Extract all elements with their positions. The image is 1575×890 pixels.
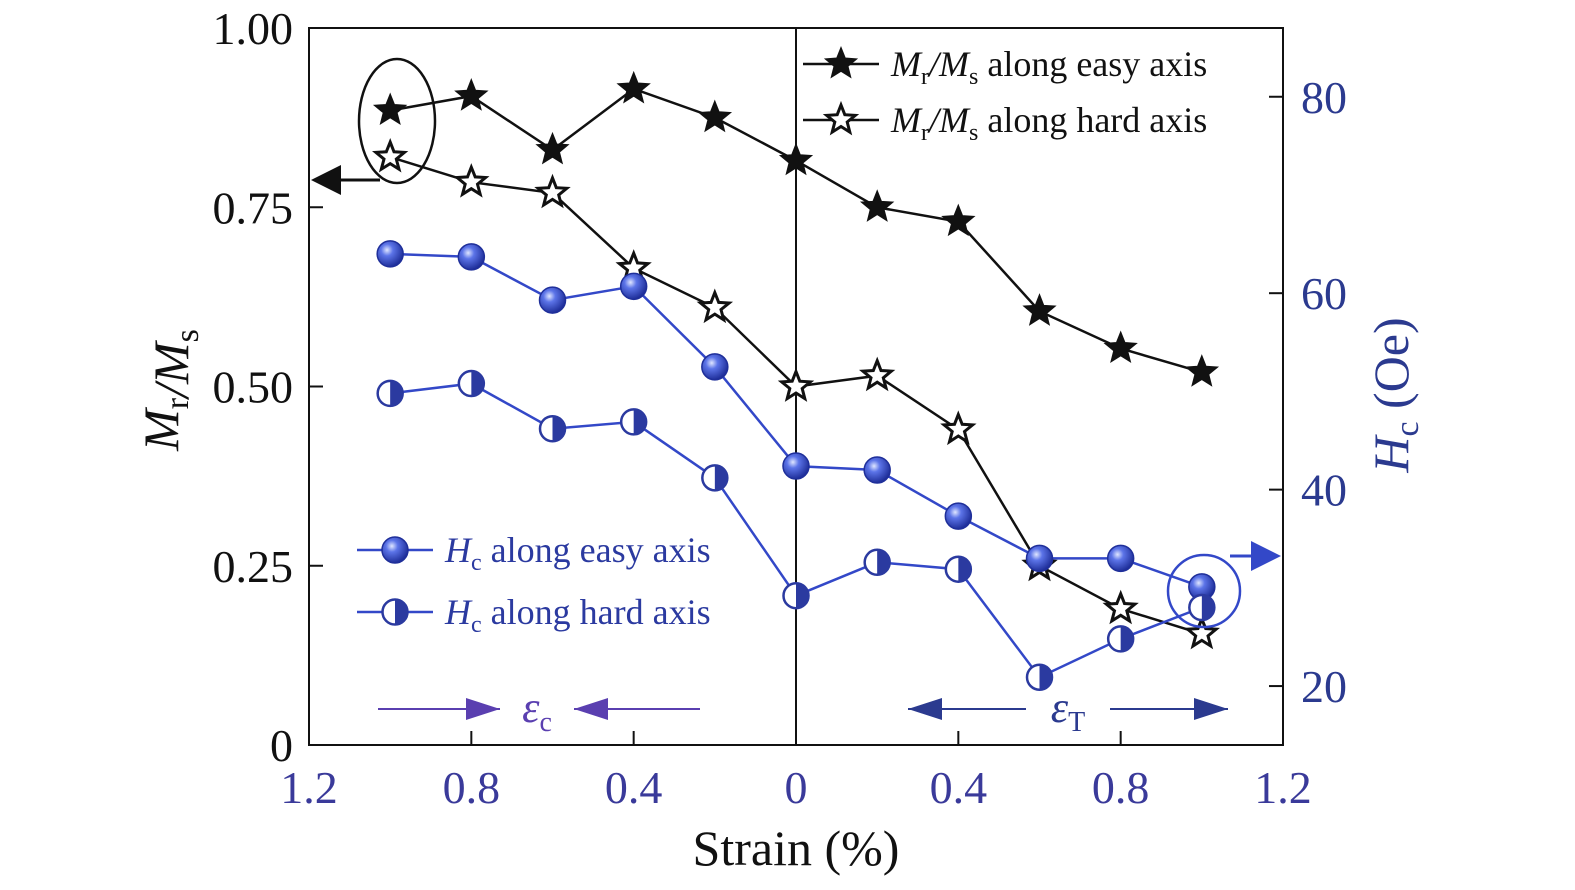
series-3-point (863, 456, 891, 484)
y-left-tick-label: 0.75 (213, 182, 294, 233)
series-1-point (372, 92, 408, 126)
y-right-axis-title: Hc (Oe) (1363, 317, 1426, 473)
series-3-point (701, 353, 729, 381)
right-series-circle (1166, 553, 1242, 629)
arrow-head (466, 698, 500, 720)
series-1-point (1022, 293, 1057, 326)
y-right-tick-label: 40 (1301, 465, 1347, 516)
marker-fill (877, 549, 890, 575)
legend-label: Mr/Ms along hard axis (890, 100, 1207, 146)
series-3-point (1025, 544, 1054, 573)
series-3-point (538, 286, 567, 314)
marker-fill (633, 409, 647, 435)
compressive-arrow-right (378, 698, 500, 720)
series-2-point (453, 163, 490, 198)
series-1-point (1184, 354, 1220, 387)
series-2-point (777, 367, 815, 402)
compressive-arrow-left (574, 698, 700, 720)
x-tick-label: 1.2 (280, 762, 338, 813)
series-1-point (1103, 330, 1138, 364)
series-2-point (534, 173, 571, 209)
marker-fill (471, 371, 484, 397)
marker-fill (796, 583, 809, 609)
y-right-tick-label: 80 (1301, 72, 1347, 123)
series-2-point (859, 356, 896, 392)
x-tick-label: 0.8 (1092, 762, 1150, 813)
legend-marker (823, 45, 859, 79)
legend-label: Mr/Ms along easy axis (890, 44, 1207, 90)
legend-marker (822, 100, 860, 136)
marker-fill (1039, 664, 1052, 690)
series-4-point (1188, 593, 1216, 622)
series-1-point (454, 78, 489, 111)
series-1-point (859, 189, 895, 222)
legend-entry-1: Mr/Ms along easy axis (803, 44, 1207, 90)
legend-marker (381, 598, 409, 626)
legend-entry-3: Hc along easy axis (357, 530, 711, 576)
series-4-point (619, 408, 648, 436)
series-1-point (535, 131, 570, 165)
series-1-point (941, 203, 976, 237)
series-3-point (457, 243, 486, 271)
series-4-point (782, 581, 810, 610)
arrow-head (574, 698, 608, 720)
legend-label: Hc along hard axis (444, 592, 711, 638)
series-4-point (863, 548, 891, 577)
series-1-point (697, 99, 733, 133)
legend-label: Hc along easy axis (444, 530, 711, 576)
y-right-tick-label: 60 (1301, 268, 1347, 319)
marker-fill (552, 416, 565, 442)
y-left-tick-label: 1.00 (213, 3, 294, 54)
compressive-strain-label: εc (522, 683, 552, 738)
series-1-point (778, 142, 814, 176)
tensile-arrow-left (908, 698, 1026, 720)
series-4-point (457, 369, 486, 398)
y-left-tick-label: 0 (270, 720, 293, 771)
left-series-circle (357, 57, 437, 185)
series-2-point (940, 410, 977, 446)
marker-fill (395, 599, 408, 625)
x-tick-label: 0.4 (930, 762, 988, 813)
series-4-point (376, 379, 404, 408)
series-2-point (1183, 614, 1220, 650)
series-4-point (701, 464, 729, 492)
series-1-point (616, 70, 651, 104)
arrow-head (1194, 698, 1228, 720)
x-tick-label: 0 (785, 762, 808, 813)
series-4-point (1106, 625, 1135, 653)
y-right-tick-label: 20 (1301, 661, 1347, 712)
y-left-axis-title: Mr/Ms (133, 329, 206, 452)
marker-fill (390, 380, 403, 406)
series-2-point (372, 138, 409, 173)
marker-fill (1201, 594, 1215, 620)
x-tick-label: 0.4 (605, 762, 663, 813)
tensile-arrow-right (1110, 698, 1228, 720)
marker-fill (1120, 626, 1134, 652)
series-4-point (538, 414, 567, 443)
legend-entry-2: Mr/Ms along hard axis (803, 100, 1207, 146)
series-4-point (1025, 663, 1054, 691)
series-3-point (619, 272, 648, 301)
y-left-tick-label: 0.50 (213, 362, 294, 413)
series-2-point (696, 288, 734, 324)
marker-fill (958, 556, 971, 582)
series-3-point (782, 452, 810, 480)
marker-fill (714, 465, 728, 491)
series-2-point (1102, 589, 1139, 625)
y-left-tick-label: 0.25 (213, 541, 294, 592)
x-axis-title: Strain (%) (693, 820, 900, 876)
series-3-point (376, 240, 404, 268)
legend-entry-4: Hc along hard axis (357, 592, 711, 638)
series-3-point (944, 502, 973, 530)
legend-marker (381, 536, 409, 564)
x-tick-label: 0.8 (443, 762, 501, 813)
series-3-point (1106, 544, 1135, 573)
tensile-strain-label: εT (1051, 683, 1085, 738)
series-4-point (944, 555, 973, 583)
arrow-head (908, 698, 942, 720)
x-tick-label: 1.2 (1254, 762, 1312, 813)
